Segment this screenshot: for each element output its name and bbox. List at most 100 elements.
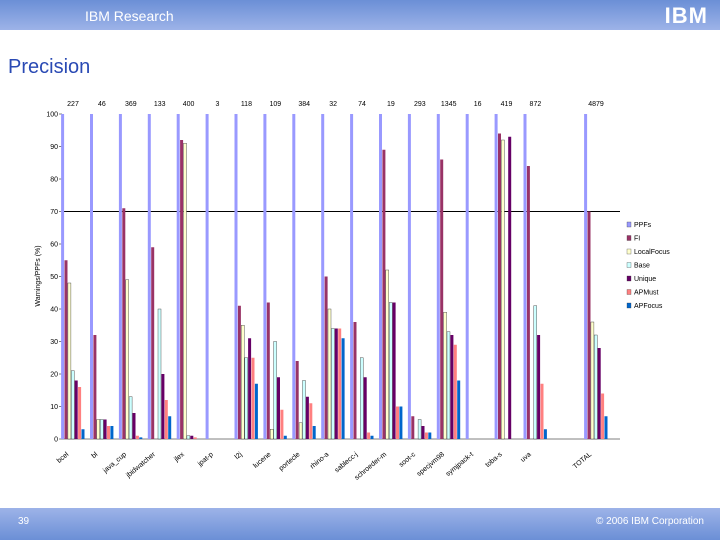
bar xyxy=(523,114,527,439)
y-tick-label: 60 xyxy=(50,242,58,249)
bar xyxy=(71,370,75,440)
bar xyxy=(248,338,252,439)
bar xyxy=(498,133,501,439)
bar xyxy=(277,377,280,439)
legend-swatch xyxy=(626,221,632,228)
bar xyxy=(132,413,136,439)
bar xyxy=(424,432,428,439)
count-label: 369 xyxy=(125,101,137,108)
bar xyxy=(266,302,270,439)
bar xyxy=(254,383,258,439)
bar xyxy=(327,308,332,440)
chart: Warnings/PPFs (%) 0 10 20 30 40 50 60 70 80 90 100… xyxy=(35,101,670,482)
bar xyxy=(597,348,601,439)
y-tick-label: 100 xyxy=(46,112,58,119)
bar xyxy=(96,419,101,440)
bar xyxy=(396,406,399,439)
bar xyxy=(601,393,605,439)
bar xyxy=(74,380,78,439)
bar xyxy=(587,211,591,439)
bar xyxy=(61,114,65,439)
footer-bar xyxy=(0,508,720,540)
count-label: 109 xyxy=(269,101,281,108)
bar xyxy=(135,435,139,439)
x-tick-label: schroeder-m xyxy=(354,451,389,482)
bar xyxy=(501,139,505,440)
count-label: 293 xyxy=(414,101,426,108)
bar xyxy=(107,426,110,439)
x-tick-label: specjvm98 xyxy=(416,451,446,478)
bar xyxy=(411,416,415,439)
bar xyxy=(453,344,457,439)
bar xyxy=(331,328,335,440)
bar xyxy=(180,140,184,439)
legend-swatch xyxy=(626,248,632,255)
bar xyxy=(385,269,389,440)
legend-label: APFocus xyxy=(634,303,663,310)
logo: IBM xyxy=(664,3,708,28)
bar xyxy=(537,335,541,439)
x-tick-label: symjpack-t xyxy=(445,451,475,478)
x-tick-label: rhino-a xyxy=(309,451,330,470)
bar xyxy=(305,396,309,439)
copyright: © 2006 IBM Corporation xyxy=(596,516,704,527)
bar xyxy=(360,357,364,440)
bar xyxy=(457,380,461,439)
count-label: 19 xyxy=(387,101,395,108)
x-tick-label: TOTAL xyxy=(572,451,593,471)
chart-title: Precision xyxy=(8,56,91,78)
bar xyxy=(367,432,371,439)
x-tick-label: java_cup xyxy=(101,451,128,475)
bar xyxy=(465,114,469,439)
x-tick-label: l2j xyxy=(234,451,244,461)
bar xyxy=(81,429,85,439)
y-axis-label: Warnings/PPFs (%) xyxy=(35,245,42,306)
bar xyxy=(64,260,68,439)
bar xyxy=(379,114,382,439)
bar xyxy=(324,276,328,439)
bar xyxy=(241,325,245,440)
bar xyxy=(110,426,114,439)
y-tick-label: 90 xyxy=(50,144,58,151)
bar xyxy=(540,383,544,439)
x-tick-label: bcel xyxy=(56,451,71,465)
count-label: 74 xyxy=(358,101,366,108)
bar xyxy=(283,435,287,439)
x-tick-label: jlex xyxy=(173,451,187,464)
bar xyxy=(295,361,299,439)
legend-label: Unique xyxy=(634,276,656,283)
bar xyxy=(363,377,367,439)
count-label: 118 xyxy=(241,101,252,108)
bar xyxy=(594,334,598,440)
bar xyxy=(443,312,447,440)
bar xyxy=(407,114,411,439)
bar xyxy=(292,114,296,439)
bar xyxy=(251,357,255,439)
legend-swatch xyxy=(626,262,632,268)
bar xyxy=(428,432,432,439)
bar xyxy=(176,114,180,439)
bar xyxy=(270,429,274,440)
bar xyxy=(543,429,547,439)
bar xyxy=(353,322,357,439)
bar xyxy=(417,419,422,440)
y-tick-label: 70 xyxy=(50,209,58,216)
bar xyxy=(122,208,126,439)
count-label: 872 xyxy=(530,101,542,108)
bar xyxy=(103,419,107,439)
bar xyxy=(67,282,72,440)
bar xyxy=(118,114,122,439)
bar xyxy=(312,426,316,439)
bar xyxy=(128,396,133,440)
x-tick-label: soot-c xyxy=(398,451,417,469)
bar xyxy=(205,114,209,439)
legend-swatch xyxy=(626,302,632,309)
bar xyxy=(421,426,425,439)
x-tick-label: uva xyxy=(520,451,533,464)
bar xyxy=(533,305,537,440)
count-label: 4879 xyxy=(588,101,604,108)
bar xyxy=(183,143,187,440)
bar xyxy=(321,114,325,439)
legend-label: FI xyxy=(634,236,640,243)
